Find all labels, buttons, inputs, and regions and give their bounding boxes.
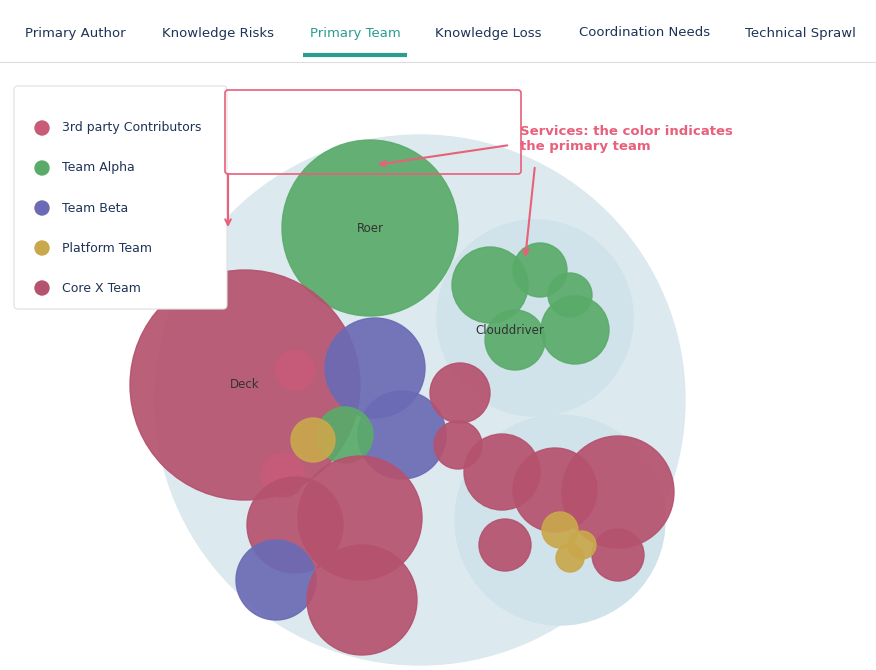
- Circle shape: [35, 161, 49, 175]
- Circle shape: [485, 310, 545, 370]
- Circle shape: [542, 512, 578, 548]
- Circle shape: [261, 453, 305, 497]
- Circle shape: [275, 350, 315, 390]
- Text: Knowledge Risks: Knowledge Risks: [162, 27, 274, 40]
- Circle shape: [35, 241, 49, 255]
- Text: Services: the color indicates
the primary team: Services: the color indicates the primar…: [520, 125, 733, 153]
- Circle shape: [35, 281, 49, 295]
- Circle shape: [513, 448, 597, 532]
- Circle shape: [247, 477, 343, 573]
- Circle shape: [592, 529, 644, 581]
- Circle shape: [358, 391, 446, 479]
- Circle shape: [282, 140, 458, 316]
- Circle shape: [434, 421, 482, 469]
- Text: Deck: Deck: [230, 379, 260, 391]
- Text: Core X Team: Core X Team: [62, 281, 141, 295]
- Text: Knowledge Loss: Knowledge Loss: [434, 27, 541, 40]
- Circle shape: [298, 456, 422, 580]
- Text: 3rd party Contributors: 3rd party Contributors: [62, 121, 201, 135]
- Circle shape: [155, 135, 685, 665]
- Circle shape: [437, 220, 633, 416]
- Circle shape: [35, 201, 49, 215]
- Circle shape: [455, 415, 665, 625]
- Text: Platform Team: Platform Team: [62, 241, 152, 255]
- Circle shape: [513, 243, 567, 297]
- Circle shape: [568, 531, 596, 559]
- Circle shape: [430, 363, 490, 423]
- Circle shape: [35, 121, 49, 135]
- Text: Technical Sprawl: Technical Sprawl: [745, 27, 856, 40]
- Circle shape: [130, 270, 360, 500]
- Text: Primary Team: Primary Team: [309, 27, 400, 40]
- Circle shape: [541, 296, 609, 364]
- Circle shape: [548, 273, 592, 317]
- Text: Coordination Needs: Coordination Needs: [579, 27, 710, 40]
- Text: Roer: Roer: [357, 222, 384, 234]
- Circle shape: [556, 544, 584, 572]
- Text: Primary Author: Primary Author: [25, 27, 125, 40]
- Circle shape: [479, 519, 531, 571]
- Circle shape: [307, 545, 417, 655]
- Circle shape: [464, 434, 540, 510]
- Text: Clouddriver: Clouddriver: [476, 324, 545, 336]
- Circle shape: [325, 318, 425, 418]
- Circle shape: [236, 540, 316, 620]
- Text: Team Beta: Team Beta: [62, 202, 128, 214]
- Circle shape: [562, 436, 674, 548]
- Circle shape: [317, 407, 373, 463]
- Circle shape: [452, 247, 528, 323]
- FancyBboxPatch shape: [14, 86, 227, 309]
- Text: Team Alpha: Team Alpha: [62, 161, 135, 174]
- Circle shape: [291, 418, 335, 462]
